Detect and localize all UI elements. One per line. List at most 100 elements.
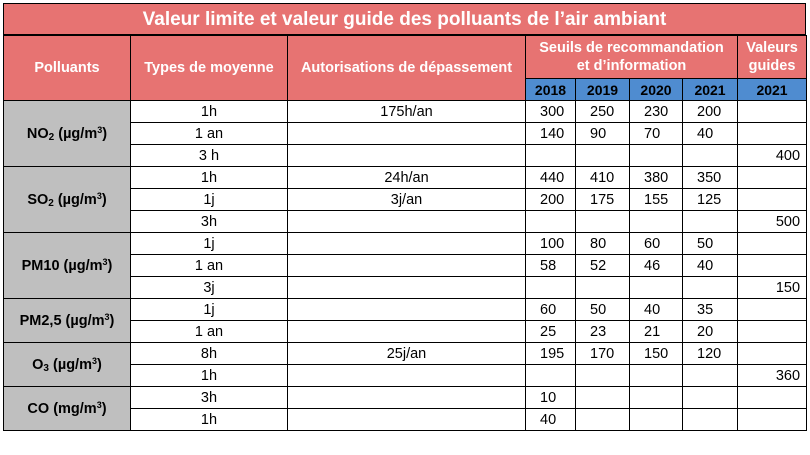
- cell-valeur-guide: [737, 188, 808, 211]
- pollutant-label: PM2,5 (µg/m3): [3, 298, 131, 343]
- pollutant-unit-close: ): [107, 257, 113, 274]
- cell-type-moyenne: 1 an: [130, 122, 288, 145]
- cell-valeur-guide: [737, 254, 808, 277]
- cell-seuil-2019: 23: [575, 320, 630, 343]
- cell-valeur-guide: [737, 166, 808, 189]
- pollutant-table-container: Valeur limite et valeur guide des pollua…: [3, 3, 808, 431]
- cell-valeur-guide: [737, 408, 808, 431]
- cell-seuil-2020: 230: [629, 100, 683, 123]
- cell-seuil-2018: [525, 210, 576, 233]
- table-row: PM10 (µg/m3) 1j 100 80 60 50: [3, 232, 808, 299]
- table-row: 1 an 58 52 46 40: [4, 254, 808, 277]
- cell-type-moyenne: 1j: [130, 298, 288, 321]
- header-guides-line2: guides: [748, 58, 796, 74]
- cell-autorisation: [287, 298, 526, 321]
- cell-autorisation: 3j/an: [287, 188, 526, 211]
- cell-type-moyenne: 1 an: [130, 320, 288, 343]
- cell-seuil-2021: 20: [681, 320, 739, 343]
- pollutant-unit-exponent: 3: [91, 355, 97, 366]
- cell-seuil-2021: 40: [681, 122, 739, 145]
- pollutant-subscript: 2: [48, 197, 54, 209]
- cell-autorisation: 25j/an: [287, 342, 526, 365]
- cell-type-moyenne: 3j: [130, 276, 288, 299]
- cell-seuil-2021: 120: [681, 342, 739, 365]
- pollutant-unit-close: ): [101, 191, 107, 208]
- table-row: 3j 150: [4, 276, 808, 299]
- cell-seuil-2019: 170: [575, 342, 630, 365]
- cell-valeur-guide: [737, 298, 808, 321]
- pollutant-unit: (µg/m: [59, 257, 103, 274]
- header-guides-line1: Valeurs: [746, 40, 798, 56]
- pollutant-unit: (mg/m: [49, 400, 97, 417]
- cell-type-moyenne: 1 an: [130, 254, 288, 277]
- cell-seuil-2021: [681, 408, 739, 431]
- cell-seuil-2018: 140: [525, 122, 576, 145]
- cell-seuil-2021: [681, 210, 739, 233]
- cell-valeur-guide: 500: [737, 210, 808, 233]
- cell-autorisation: [287, 408, 526, 431]
- cell-seuil-2019: 90: [575, 122, 630, 145]
- cell-autorisation: [287, 144, 526, 167]
- cell-seuil-2018: 200: [525, 188, 576, 211]
- header-autorisations: Autorisations de dépassement: [287, 35, 526, 101]
- cell-seuil-2019: 50: [575, 298, 630, 321]
- pollutant-name: PM2,5: [19, 312, 62, 329]
- cell-seuil-2020: 46: [629, 254, 683, 277]
- cell-seuil-2018: 440: [525, 166, 576, 189]
- pollutant-name: PM10: [21, 257, 60, 274]
- pollutant-name: CO: [27, 400, 50, 417]
- pollutant-unit-exponent: 3: [104, 311, 110, 322]
- cell-seuil-2020: [629, 364, 683, 387]
- cell-seuil-2020: 70: [629, 122, 683, 145]
- cell-seuil-2018: 10: [525, 386, 576, 409]
- cell-type-moyenne: 1h: [130, 364, 288, 387]
- cell-seuil-2019: 175: [575, 188, 630, 211]
- cell-seuil-2020: [629, 210, 683, 233]
- cell-seuil-2020: 150: [629, 342, 683, 365]
- cell-seuil-2021: 50: [681, 232, 739, 255]
- cell-autorisation: [287, 122, 526, 145]
- guide-year-2021: 2021: [737, 78, 808, 101]
- table-row: 1h 360: [4, 364, 808, 387]
- pollutant-unit-exponent: 3: [102, 256, 108, 267]
- cell-seuil-2021: [681, 276, 739, 299]
- cell-valeur-guide: 360: [737, 364, 808, 387]
- header-seuils: Seuils de recommandation et d’informatio…: [524, 35, 739, 79]
- header-types-moyenne: Types de moyenne: [130, 35, 288, 101]
- pollutant-label: O3 (µg/m3): [3, 342, 131, 387]
- cell-seuil-2021: [681, 386, 739, 409]
- header-seuils-line2: et d’information: [576, 58, 687, 74]
- pollutant-table: Polluants Types de moyenne Autorisations…: [3, 35, 808, 431]
- cell-seuil-2018: 195: [525, 342, 576, 365]
- table-title: Valeur limite et valeur guide des pollua…: [3, 3, 806, 35]
- table-row: 1h 40: [4, 408, 808, 431]
- cell-seuil-2019: [575, 210, 630, 233]
- pollutant-name: O: [32, 356, 44, 373]
- cell-autorisation: [287, 320, 526, 343]
- cell-type-moyenne: 1j: [130, 188, 288, 211]
- pollutant-unit: (µg/m: [54, 125, 98, 142]
- cell-autorisation: [287, 232, 526, 255]
- cell-seuil-2019: [575, 408, 630, 431]
- cell-seuil-2020: [629, 144, 683, 167]
- cell-seuil-2019: 80: [575, 232, 630, 255]
- cell-type-moyenne: 1h: [130, 408, 288, 431]
- cell-seuil-2020: 155: [629, 188, 683, 211]
- table-row: O3 (µg/m3) 8h 25j/an 195 170 150 120: [3, 342, 808, 387]
- cell-autorisation: [287, 386, 526, 409]
- cell-seuil-2020: [629, 386, 683, 409]
- cell-seuil-2021: [681, 364, 739, 387]
- cell-seuil-2018: [525, 364, 576, 387]
- cell-seuil-2018: 58: [525, 254, 576, 277]
- cell-seuil-2019: 250: [575, 100, 630, 123]
- table-row: PM2,5 (µg/m3) 1j 60 50 40 35: [3, 298, 808, 343]
- pollutant-label: NO2 (µg/m3): [3, 100, 131, 167]
- header-polluants: Polluants: [3, 35, 131, 101]
- cell-seuil-2020: 60: [629, 232, 683, 255]
- pollutant-unit-exponent: 3: [97, 124, 103, 135]
- cell-seuil-2018: 100: [525, 232, 576, 255]
- cell-autorisation: [287, 276, 526, 299]
- cell-valeur-guide: 150: [737, 276, 808, 299]
- pollutant-unit: (µg/m: [53, 191, 97, 208]
- cell-seuil-2019: [575, 364, 630, 387]
